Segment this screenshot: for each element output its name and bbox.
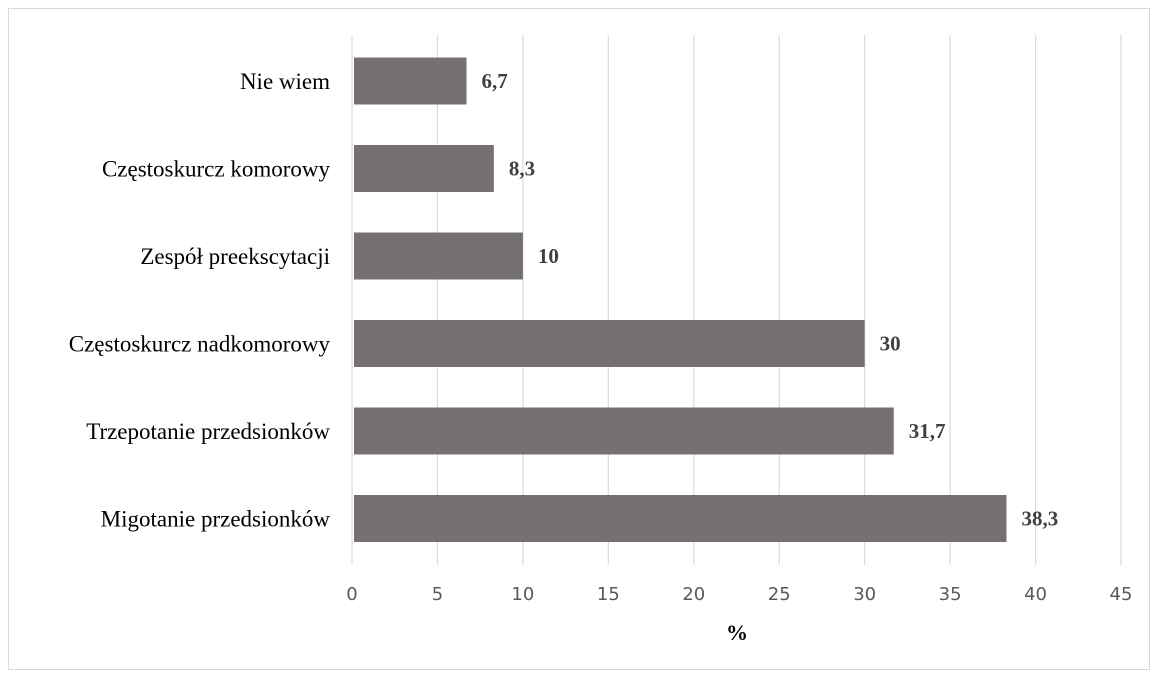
- data-label: 10: [538, 244, 559, 268]
- data-label: 30: [880, 332, 901, 356]
- value-labels: 6,7 8,3 10 30 31,7 38,3: [481, 69, 1058, 531]
- x-axis-title: %: [726, 620, 748, 645]
- x-tick-label: 20: [682, 584, 705, 605]
- x-tick-label: 30: [853, 584, 876, 605]
- x-tick-label: 15: [597, 584, 620, 605]
- x-tick-label: 40: [1024, 584, 1047, 605]
- x-tick-label: 25: [768, 584, 791, 605]
- category-label: Częstoskurcz nadkomorowy: [69, 332, 331, 357]
- category-label: Zespół preekscytacji: [140, 244, 330, 269]
- bar: [354, 232, 523, 280]
- category-label: Częstoskurcz komorowy: [102, 157, 331, 182]
- category-label: Nie wiem: [240, 69, 330, 94]
- category-label: Trzepotanie przedsionków: [86, 419, 330, 444]
- x-tick-label: 35: [939, 584, 962, 605]
- x-tick-label: 45: [1110, 584, 1133, 605]
- data-label: 38,3: [1022, 507, 1059, 531]
- x-tick-label: 0: [346, 584, 357, 605]
- data-label: 8,3: [509, 157, 535, 181]
- data-label: 31,7: [909, 419, 946, 443]
- category-label: Migotanie przedsionków: [101, 507, 331, 532]
- category-labels: Nie wiem Częstoskurcz komorowy Zespół pree…: [69, 69, 331, 532]
- bar: [354, 407, 894, 455]
- bar: [354, 145, 494, 192]
- x-tick-label: 10: [511, 584, 534, 605]
- x-tick-labels: 0 5 10 15 20 25 30 35 40 45: [346, 584, 1132, 605]
- bar: [354, 495, 1007, 542]
- data-label: 6,7: [481, 69, 507, 93]
- bar: [354, 57, 467, 105]
- gridlines: [351, 35, 1122, 565]
- bar: [354, 320, 865, 367]
- bars: [354, 57, 1007, 542]
- x-tick-label: 5: [432, 584, 443, 605]
